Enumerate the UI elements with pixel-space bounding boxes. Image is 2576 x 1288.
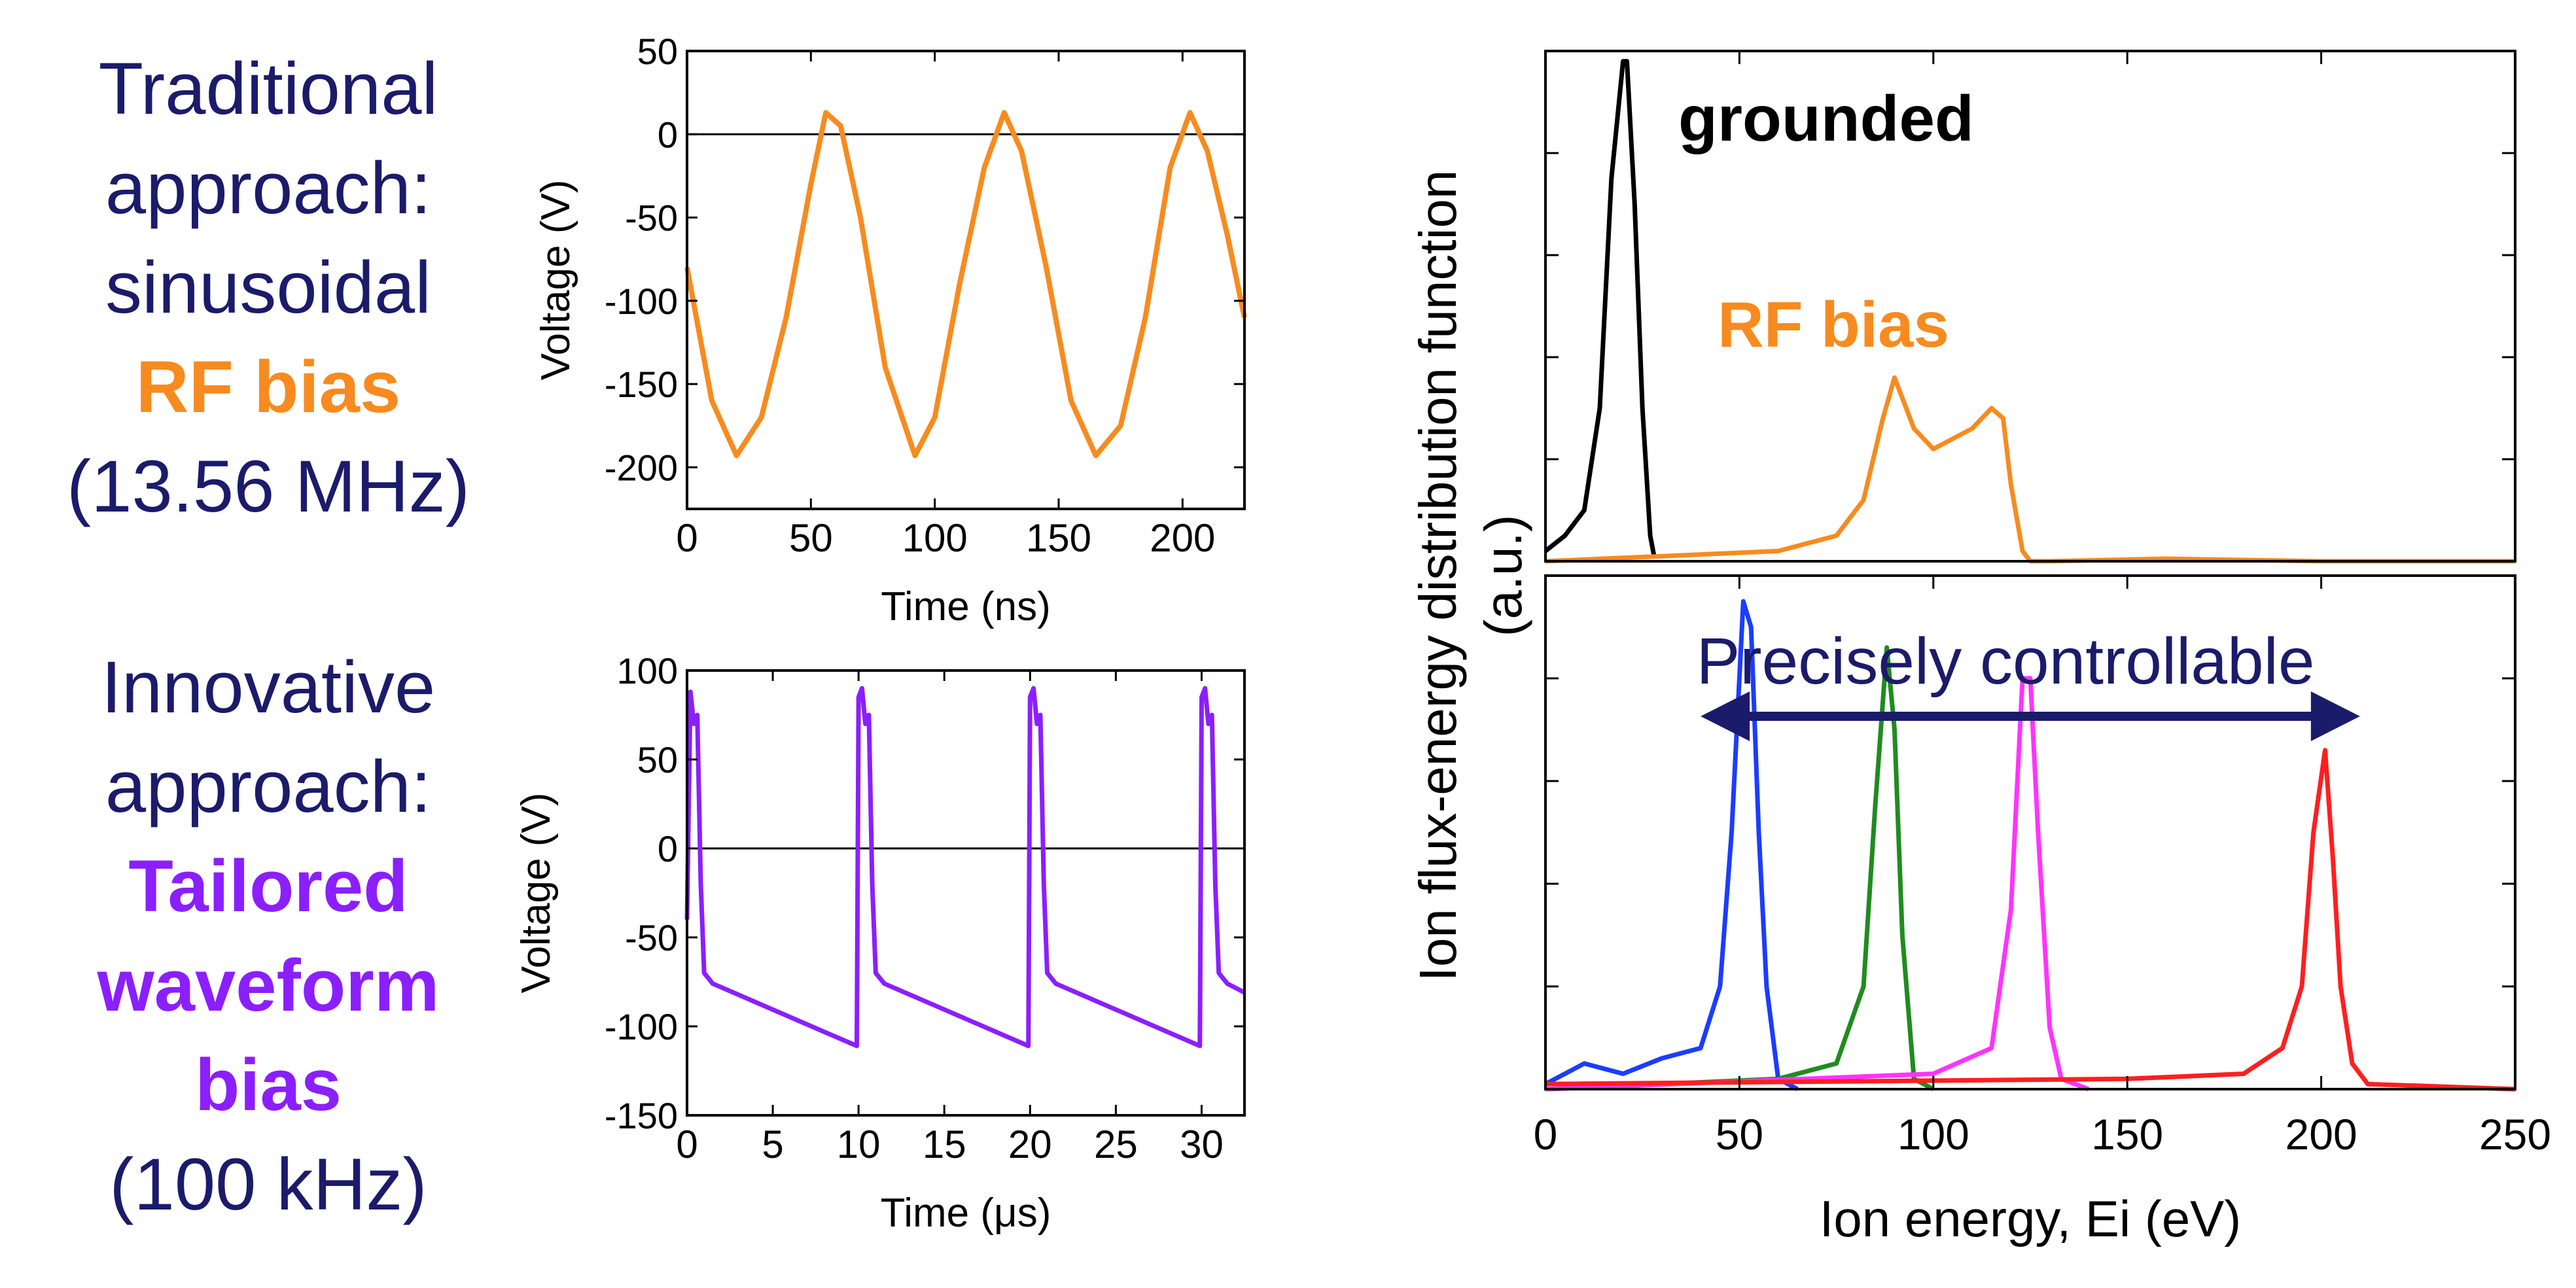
x-tick-label: 150 (2091, 1110, 2163, 1158)
y-tick-label: -100 (605, 1006, 678, 1047)
y-axis-title: Ion flux-energy distribution function (1409, 170, 1467, 982)
x-tick-label: 30 (1180, 1123, 1224, 1166)
y-tick-label: -50 (625, 198, 678, 239)
y-axis-title-group: Ion flux-energy distribution function (a.… (1409, 170, 1532, 982)
grounded-annotation: grounded (1678, 82, 1974, 154)
y-tick-label: 50 (637, 739, 678, 780)
top-line-3: sinusoidal (105, 247, 432, 328)
y-tick-label: -150 (605, 364, 678, 405)
x-tick-label: 250 (2479, 1110, 2551, 1158)
x-tick-label: 100 (902, 516, 968, 560)
y-axis-title: Voltage (V) (514, 793, 559, 994)
rf-bias-label: RF bias (135, 346, 401, 428)
plot-frame (1544, 50, 2516, 563)
tailored-voltage-chart: 0 5 10 15 20 25 30 100 50 0 -50 -100 -150 Time (μs) Vo… (514, 650, 1246, 1236)
iedf-grounded-line (1544, 59, 1657, 557)
plot-frame (686, 669, 1246, 1117)
tailored-label-3: bias (194, 1044, 342, 1126)
iedf-red-line (1545, 748, 2516, 1092)
rf-voltage-chart: 0 50 100 150 200 50 0 -50 -100 -150 -200 Time (ns) V… (533, 31, 1247, 629)
x-tick-label: 0 (676, 516, 697, 560)
y-tick-label: 50 (637, 31, 678, 72)
rf-voltage-line (684, 110, 1247, 459)
x-axis-title: Time (ns) (881, 584, 1050, 629)
x-tick-label: 5 (762, 1123, 783, 1166)
tailored-frequency: (100 kHz) (109, 1143, 427, 1225)
y-tick-label: -100 (605, 281, 678, 322)
x-tick-label: 50 (1716, 1110, 1763, 1158)
x-tick-label: 150 (1026, 516, 1091, 560)
bottom-line-2: approach: (105, 746, 432, 827)
controllable-annotation: Precisely controllable (1697, 625, 2315, 698)
top-line-1: Traditional (98, 48, 438, 130)
x-tick-label: 0 (676, 1123, 697, 1166)
x-tick-label: 20 (1008, 1123, 1052, 1166)
x-tick-label: 10 (837, 1123, 881, 1166)
plot-frame (686, 50, 1246, 510)
y-axis-title: Voltage (V) (533, 180, 578, 381)
y-tick-label: 0 (658, 828, 678, 869)
bottom-line-1: Innovative (101, 646, 436, 728)
tailored-voltage-line (684, 686, 1246, 1049)
y-tick-label: -150 (605, 1095, 678, 1136)
y-axis-unit: (a.u.) (1474, 515, 1532, 637)
x-tick-label: 15 (923, 1123, 966, 1166)
iedf-blue-line (1544, 599, 1799, 1092)
y-tick-label: 0 (658, 114, 678, 155)
x-tick-label: 0 (1534, 1110, 1558, 1158)
x-tick-label: 50 (789, 516, 833, 560)
rf-bias-annotation: RF bias (1718, 288, 1949, 360)
tailored-label-1: Tailored (128, 845, 408, 927)
top-line-2: approach: (105, 147, 432, 229)
left-description: Traditional approach: sinusoidal RF bias… (0, 0, 537, 1288)
plot-frame (1544, 574, 2516, 1090)
x-tick-label: 100 (1897, 1110, 1969, 1158)
x-tick-label: 200 (2285, 1110, 2357, 1158)
x-axis-title: Ion energy, Ei (eV) (1820, 1190, 2242, 1247)
iedf-green-line (1545, 645, 1935, 1092)
x-axis-title: Time (μs) (881, 1191, 1051, 1236)
iedf-rf-chart: grounded RF bias (1544, 50, 2516, 564)
y-tick-label: 100 (617, 650, 678, 691)
iedf-magenta-line (1545, 676, 2090, 1092)
range-arrow-right-head (2310, 691, 2360, 741)
iedf-tailored-chart: 0 50 100 150 200 250 Precisely controllable Ion… (1409, 170, 2551, 1247)
y-tick-label: -200 (605, 447, 678, 488)
rf-frequency: (13.56 MHz) (66, 445, 470, 527)
x-tick-label: 200 (1150, 516, 1215, 560)
iedf-rf-line (1545, 375, 2515, 564)
y-tick-label: -50 (625, 917, 678, 958)
range-arrow-left-head (1701, 691, 1750, 741)
tailored-label-2: waveform (97, 945, 440, 1026)
x-tick-label: 25 (1094, 1123, 1138, 1166)
